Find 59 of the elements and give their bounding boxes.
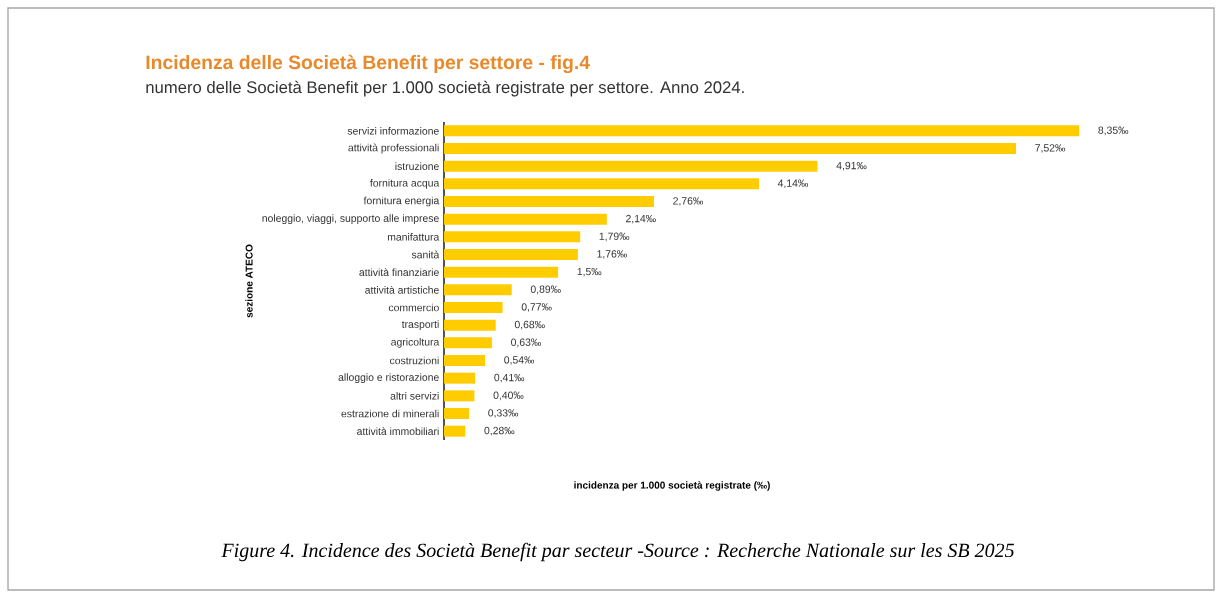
data-label: 0,68‰ [514,320,545,330]
bar [444,231,581,243]
bar [444,213,607,225]
data-label: 0,77‰ [521,303,552,312]
x-axis-title: incidenza per 1.000 società registrate (‰) [574,481,770,491]
bar [444,337,492,349]
bar [444,302,503,313]
bar [444,125,1080,137]
y-tick-label: estrazione di minerali [341,409,439,418]
y-tick-label: commercio [388,303,439,312]
bar [444,284,512,296]
y-tick-label: istruzione [395,162,439,170]
data-label: 0,28‰ [484,426,515,436]
y-tick-label: sanità [411,250,440,259]
y-tick-label: attività professionali [348,143,439,154]
data-label: 0,41‰ [494,373,525,383]
data-label: 7,52‰ [1035,144,1066,153]
bar [444,266,559,278]
bar [444,408,470,419]
y-tick-label: altri servizi [390,392,439,400]
bar [444,196,654,207]
y-tick-label: fornitura energia [363,196,440,207]
data-label: 0,40‰ [493,391,524,401]
bar [444,319,496,331]
bar [444,160,818,172]
data-label: 0,54‰ [504,356,535,365]
y-tick-label: fornitura acqua [370,178,440,189]
data-label: 1,5‰ [577,267,602,277]
bar [444,249,578,260]
data-label: 2,14‰ [626,214,656,224]
data-label: 1,79‰ [599,232,630,242]
caption: Figure 4. Incidence des Società Benefit par secteur -Source : Recherche Nationale sur les SB 2025 [221,542,1015,562]
data-label: 8,35‰ [1098,126,1129,136]
bar [444,372,476,384]
bar [444,178,759,190]
data-label: 4,91‰ [836,161,867,171]
data-label: 2,76‰ [673,197,704,206]
y-tick-label: alloggio e ristorazione [338,373,439,384]
y-tick-label: costruzioni [390,356,439,365]
data-label: 0,33‰ [488,409,519,418]
data-label: 0,63‰ [511,338,541,348]
data-label: 0,89‰ [530,285,561,295]
bar [444,390,475,402]
data-label: 1,76‰ [597,250,627,259]
y-tick-label: attività finanziarie [359,268,439,277]
y-axis-title: sezione ATECO [245,244,253,318]
y-tick-label: attività immobiliari [357,427,439,436]
bar [444,143,1017,154]
y-tick-label: agricoltura [391,337,440,348]
y-tick-label: noleggio, viaggi, supporto alle imprese [262,214,439,225]
y-tick-label: servizi informazione [347,127,439,135]
bar [444,355,486,366]
y-tick-label: manifattura [387,233,440,241]
bar [444,425,466,437]
y-tick-label: attività artistiche [365,285,439,294]
chart-title: Incidenza delle Società Benefit per settore - fig.4 [146,54,590,74]
data-label: 4,14‰ [777,179,808,189]
y-tick-label: trasporti [401,320,439,331]
chart-subtitle: numero delle Società Benefit per 1.000 società registrate per settore. Anno 2024. [146,80,744,97]
